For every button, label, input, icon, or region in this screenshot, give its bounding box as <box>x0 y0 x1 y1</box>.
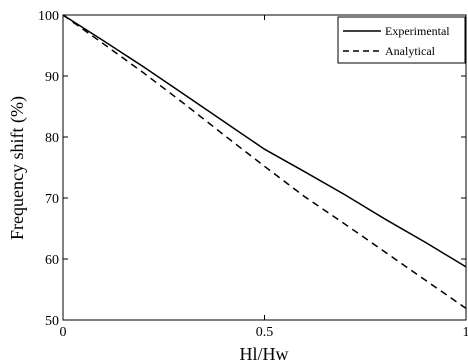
x-axis-title: Hl/Hw <box>240 344 289 363</box>
y-tick-label: 50 <box>45 314 59 329</box>
y-tick-label: 70 <box>45 192 59 207</box>
y-tick-label: 80 <box>45 131 59 146</box>
legend-box <box>337 16 466 64</box>
legend-label-experimental: Experimental <box>385 24 450 38</box>
y-tick-label: 90 <box>45 70 59 85</box>
x-tick-label: 1 <box>463 325 468 340</box>
series-line-analytical <box>62 14 467 310</box>
y-tick-label: 60 <box>45 253 59 268</box>
y-tick-label: 100 <box>38 9 59 24</box>
x-tick-label: 0.5 <box>256 325 274 340</box>
legend: Experimental Analytical <box>337 16 466 64</box>
x-tick-label: 0 <box>60 325 67 340</box>
legend-label-analytical: Analytical <box>385 44 436 58</box>
series-line-experimental <box>62 14 467 268</box>
series-lines <box>62 14 467 310</box>
plot-area-frame <box>62 14 467 321</box>
y-axis-title: Frequency shift (%) <box>7 96 28 240</box>
